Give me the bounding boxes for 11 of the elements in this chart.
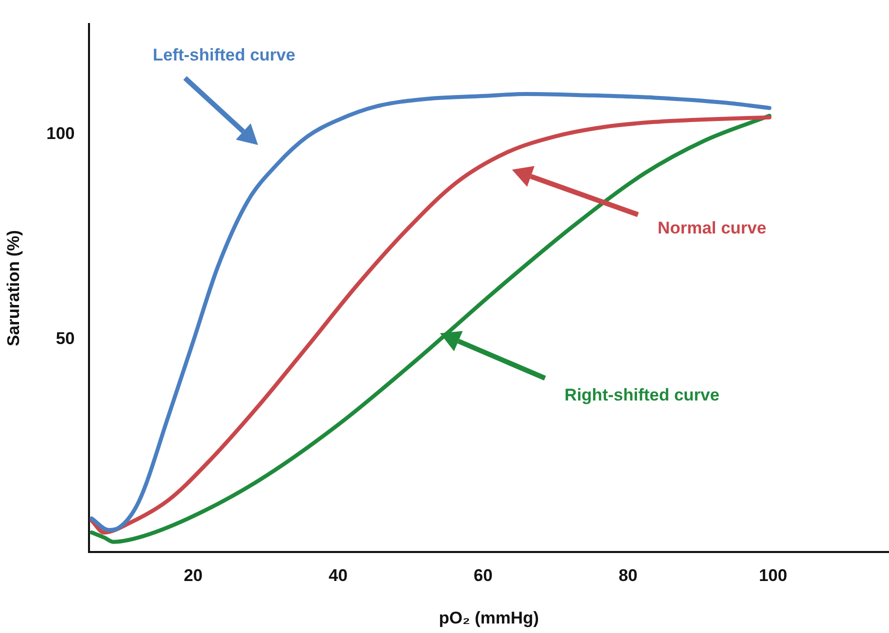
y-tick-label: 50 [56,329,75,348]
text: Right-shifted curve [564,386,720,405]
text: Left-shifted curve [152,46,296,65]
x-tick-label: 20 [184,566,203,586]
x-axis-title: pO₂ (mmHg) [438,608,539,628]
y-axis-title: Saruration (%) [4,230,23,346]
x-tick-label: 80 [618,566,638,586]
x-tick-label: 60 [474,566,493,586]
x-tick-label: 100 [758,566,788,586]
text: Normal curve [658,218,766,238]
x-tick-label: 40 [328,566,348,586]
